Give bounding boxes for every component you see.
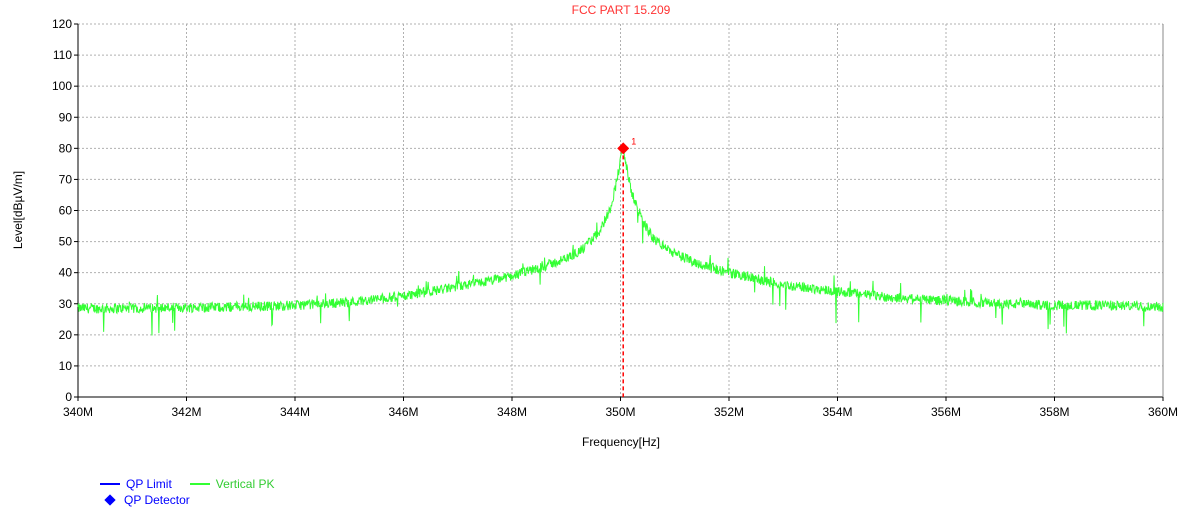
y-tick-label: 10 bbox=[59, 359, 73, 373]
marker-diamond bbox=[617, 142, 630, 155]
legend: QP Limit Vertical PK QP Detector bbox=[100, 476, 293, 508]
y-tick-label: 50 bbox=[59, 235, 73, 249]
y-tick-label: 70 bbox=[59, 172, 73, 186]
x-tick-label: 360M bbox=[1148, 405, 1178, 419]
x-tick-label: 356M bbox=[931, 405, 961, 419]
x-tick-label: 348M bbox=[497, 405, 527, 419]
legend-item-vertical-pk: Vertical PK bbox=[189, 477, 275, 491]
grid bbox=[78, 23, 1163, 397]
y-tick-label: 100 bbox=[52, 79, 72, 93]
y-tick-label: 120 bbox=[52, 17, 72, 31]
vertical-pk-swatch bbox=[189, 483, 210, 485]
y-tick-label: 0 bbox=[65, 390, 72, 404]
legend-label-qp-detector: QP Detector bbox=[124, 493, 190, 507]
y-tick-label: 60 bbox=[59, 204, 73, 218]
qp-limit-swatch bbox=[100, 483, 120, 485]
legend-item-qp-detector: QP Detector bbox=[100, 493, 190, 507]
legend-row-2: QP Detector bbox=[100, 492, 293, 508]
qp-detector-diamond-icon bbox=[104, 494, 116, 506]
y-tick-label: 110 bbox=[53, 48, 72, 62]
x-tick-label: 340M bbox=[63, 405, 93, 419]
x-tick-label: 354M bbox=[822, 405, 852, 419]
y-tick-label: 80 bbox=[59, 141, 73, 155]
x-tick-label: 346M bbox=[388, 405, 418, 419]
series-line-vertical-pk bbox=[77, 145, 1164, 336]
chart-title: FCC PART 15.209 bbox=[572, 3, 671, 17]
x-tick-label: 352M bbox=[714, 405, 744, 419]
x-tick-label: 344M bbox=[280, 405, 310, 419]
x-tick-label: 358M bbox=[1039, 405, 1069, 419]
legend-row-1: QP Limit Vertical PK bbox=[100, 476, 293, 492]
x-tick-label: 342M bbox=[171, 405, 201, 419]
x-axis-ticks: 340M 342M 344M 346M 348M 350M 352M 354M 356M 358M… bbox=[63, 397, 1178, 419]
x-axis-title: Frequency[Hz] bbox=[582, 435, 660, 449]
y-tick-label: 40 bbox=[59, 266, 73, 280]
marker-label: 1 bbox=[631, 136, 636, 146]
legend-label-vertical-pk: Vertical PK bbox=[215, 477, 275, 491]
legend-item-qp-limit: QP Limit bbox=[100, 477, 172, 491]
legend-label-qp-limit: QP Limit bbox=[126, 477, 172, 491]
y-tick-label: 20 bbox=[59, 328, 73, 342]
chart: FCC PART 15.209 340M 342M 344M 346M 348M 350M… bbox=[11, 3, 1178, 449]
y-axis-title: Level[dBµV/m] bbox=[11, 171, 25, 249]
y-axis-ticks: 0 10 20 30 40 50 60 70 80 90 100 110 120 bbox=[52, 17, 78, 404]
x-tick-label: 350M bbox=[605, 405, 635, 419]
y-tick-label: 30 bbox=[59, 297, 73, 311]
plot-area: 1 bbox=[77, 136, 1164, 397]
y-tick-label: 90 bbox=[59, 110, 73, 124]
